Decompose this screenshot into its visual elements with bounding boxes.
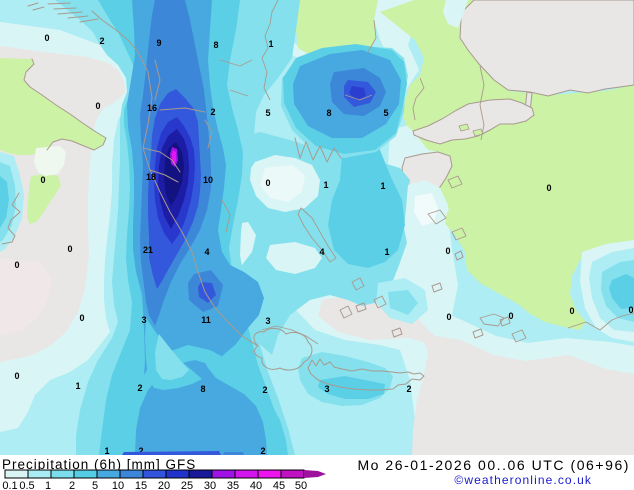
svg-text:1: 1 [75,381,80,391]
svg-text:1: 1 [45,480,51,490]
svg-text:40: 40 [250,480,262,490]
svg-text:2: 2 [260,446,265,456]
svg-text:18: 18 [146,172,156,182]
svg-text:5: 5 [92,480,98,490]
svg-text:2: 2 [262,385,267,395]
svg-text:2: 2 [406,384,411,394]
svg-text:4: 4 [319,247,324,257]
svg-text:1: 1 [384,247,389,257]
svg-text:2: 2 [138,446,143,456]
svg-text:2: 2 [99,36,104,46]
svg-text:25: 25 [181,480,193,490]
svg-text:0: 0 [67,244,72,254]
svg-text:9: 9 [156,38,161,48]
svg-text:1: 1 [380,181,385,191]
svg-text:2: 2 [210,107,215,117]
svg-text:5: 5 [265,108,270,118]
svg-text:Precipitation (6h) [mm] GFS: Precipitation (6h) [mm] GFS [2,457,196,472]
svg-text:3: 3 [265,316,270,326]
svg-text:3: 3 [141,315,146,325]
svg-text:30: 30 [204,480,216,490]
svg-text:0: 0 [44,33,49,43]
svg-text:2: 2 [137,383,142,393]
svg-text:3: 3 [324,384,329,394]
svg-text:©weatheronline.co.uk: ©weatheronline.co.uk [454,473,592,487]
svg-text:0: 0 [79,313,84,323]
svg-text:4: 4 [204,247,209,257]
svg-text:10: 10 [203,175,213,185]
svg-text:0: 0 [14,260,19,270]
svg-text:0: 0 [40,175,45,185]
svg-text:0.5: 0.5 [19,480,34,490]
svg-text:8: 8 [200,384,205,394]
svg-text:15: 15 [135,480,147,490]
svg-text:1: 1 [323,180,328,190]
svg-text:11: 11 [201,315,211,325]
svg-text:5: 5 [383,108,388,118]
svg-text:0: 0 [446,312,451,322]
svg-text:0: 0 [569,306,574,316]
svg-text:1: 1 [268,39,273,49]
svg-text:0: 0 [14,371,19,381]
svg-text:0: 0 [546,183,551,193]
svg-text:0: 0 [628,305,633,315]
svg-text:0.1: 0.1 [2,480,17,490]
svg-text:10: 10 [112,480,124,490]
svg-text:45: 45 [273,480,285,490]
svg-text:20: 20 [158,480,170,490]
svg-text:Mo 26-01-2026 00..06 UTC (06+9: Mo 26-01-2026 00..06 UTC (06+96) [357,457,630,473]
svg-text:16: 16 [147,103,157,113]
svg-text:0: 0 [445,246,450,256]
svg-text:8: 8 [213,40,218,50]
svg-text:0: 0 [508,311,513,321]
svg-text:8: 8 [326,108,331,118]
svg-text:2: 2 [69,480,75,490]
svg-text:0: 0 [265,178,270,188]
svg-text:35: 35 [227,480,239,490]
svg-text:1: 1 [104,446,109,456]
svg-text:50: 50 [295,480,307,490]
svg-text:21: 21 [143,245,153,255]
svg-text:0: 0 [95,101,100,111]
